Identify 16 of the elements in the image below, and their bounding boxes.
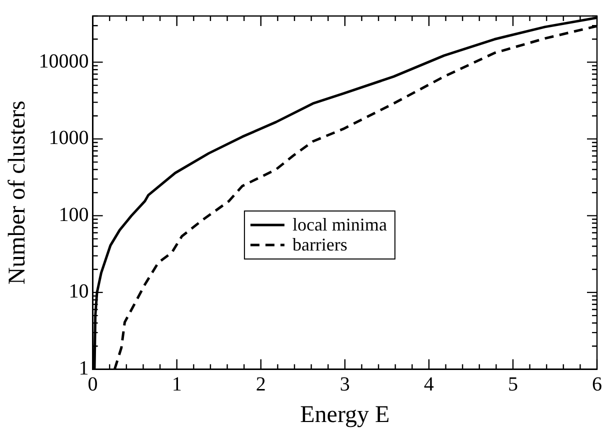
y-tick-label: 10 (68, 280, 89, 303)
y-tick-label: 10000 (38, 50, 89, 72)
legend-label: barriers (292, 234, 348, 255)
x-tick-label: 3 (340, 373, 350, 396)
y-axis-title: Number of clusters (4, 100, 31, 285)
x-tick-label: 1 (172, 373, 182, 396)
legend-label: local minima (292, 214, 387, 235)
x-axis-title: Energy E (300, 402, 390, 428)
x-tick-label: 2 (256, 373, 266, 396)
y-tick-label: 1 (78, 357, 89, 380)
y-tick-label: 1000 (48, 127, 89, 150)
x-tick-label: 4 (424, 373, 434, 396)
x-tick-label: 6 (592, 373, 602, 396)
x-tick-label: 0 (88, 373, 98, 396)
y-tick-label: 100 (58, 204, 89, 226)
x-tick-label: 5 (508, 373, 518, 396)
